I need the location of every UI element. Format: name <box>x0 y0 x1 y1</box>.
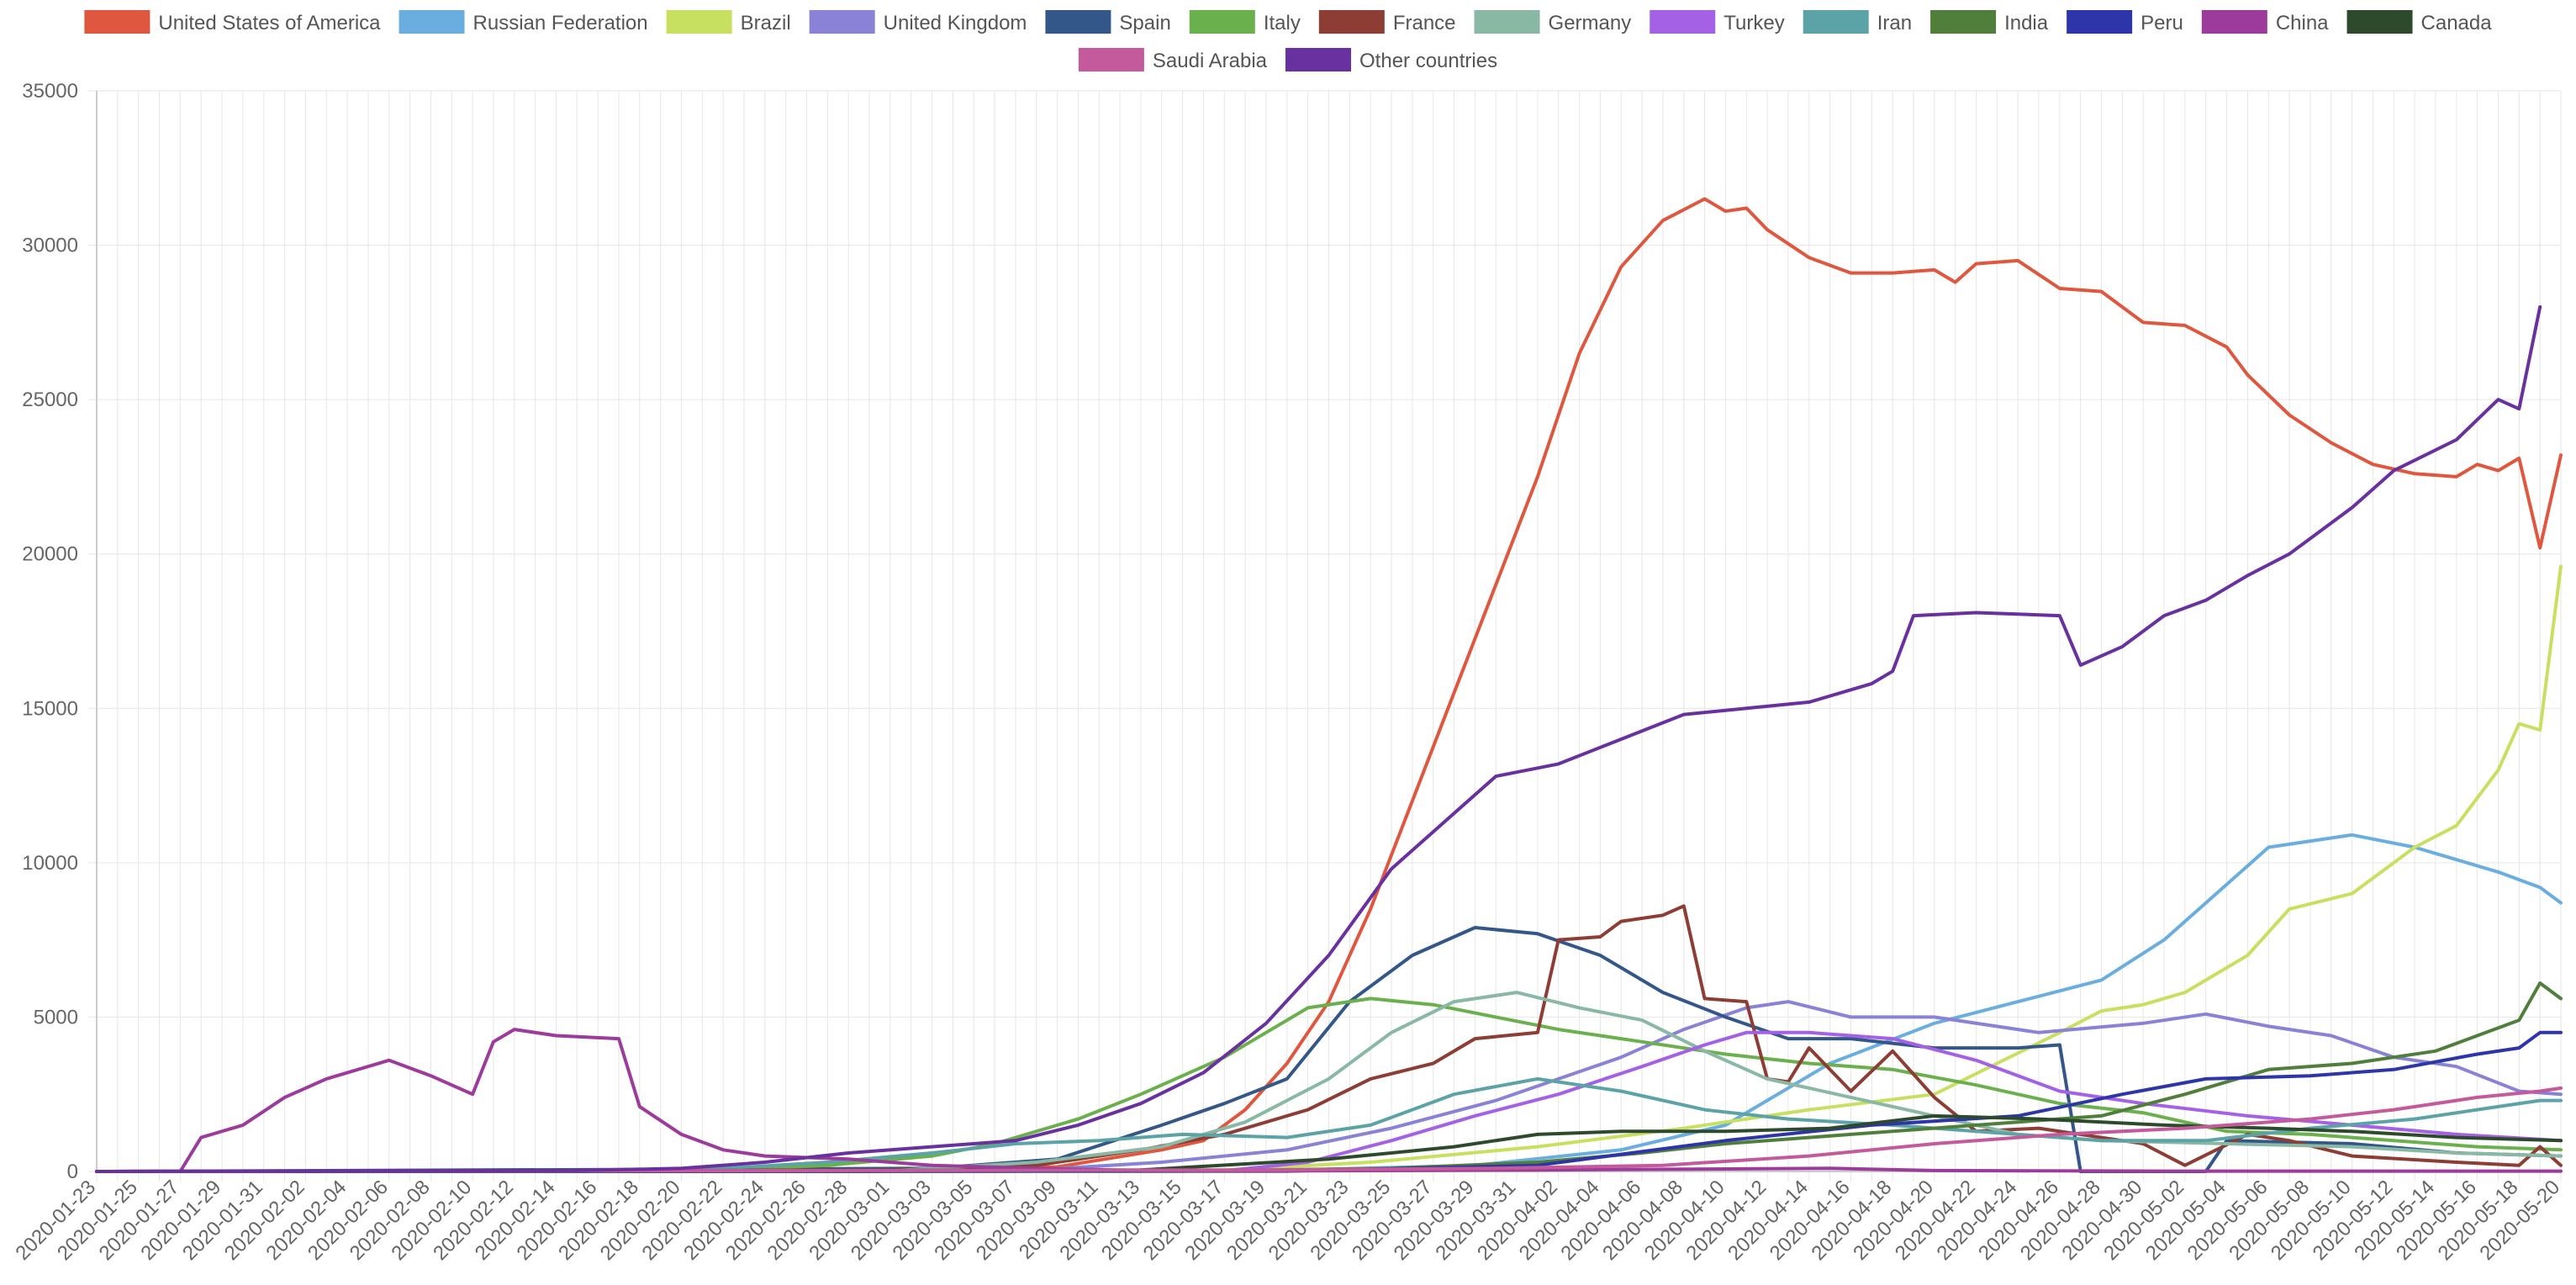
legend-swatch <box>1930 10 1997 34</box>
series-line-turkey <box>95 1030 2563 1173</box>
legend-swatch <box>1318 10 1385 34</box>
legend-item-turkey[interactable]: Turkey <box>1650 10 1785 34</box>
series-line-saudi-arabia <box>95 1086 2563 1173</box>
legend-item-brazil[interactable]: Brazil <box>666 10 791 34</box>
legend-item-china[interactable]: China <box>2201 10 2329 34</box>
legend-swatch <box>1078 48 1144 71</box>
legend-label: United Kingdom <box>884 12 1027 34</box>
legend-swatch <box>666 10 732 34</box>
legend-label: United States of America <box>158 12 381 34</box>
legend-label: Italy <box>1264 12 1301 34</box>
series-line-india <box>95 981 2563 1173</box>
legend-swatch <box>1045 10 1111 34</box>
series-line-brazil <box>95 564 2563 1173</box>
legend-label: India <box>2004 12 2049 34</box>
y-tick-label: 0 <box>67 1161 78 1183</box>
legend-label: China <box>2276 12 2329 34</box>
legend-swatch <box>1285 48 1352 71</box>
y-tick-label: 30000 <box>22 235 78 257</box>
legend-label: Spain <box>1119 12 1170 34</box>
series-line-united-states-of-america <box>95 197 2563 1173</box>
legend-swatch <box>2346 10 2413 34</box>
legend-item-spain[interactable]: Spain <box>1045 10 1171 34</box>
legend-label: Turkey <box>1723 12 1784 34</box>
series-line-canada <box>95 1113 2563 1173</box>
legend-item-france[interactable]: France <box>1318 10 1456 34</box>
legend-item-other-countries[interactable]: Other countries <box>1285 48 1497 72</box>
series-line-france <box>95 904 2563 1173</box>
legend-item-canada[interactable]: Canada <box>2346 10 2493 34</box>
legend-swatch <box>1189 10 1255 34</box>
chart-legend: United States of America Russian Federati… <box>84 10 2492 72</box>
legend-label: Canada <box>2421 12 2493 34</box>
legend-swatch <box>399 10 465 34</box>
legend-label: France <box>1393 12 1456 34</box>
legend-label: Iran <box>1877 12 1912 34</box>
y-tick-label: 35000 <box>22 80 78 103</box>
legend-swatch <box>809 10 875 34</box>
legend-label: Saudi Arabia <box>1153 50 1268 72</box>
legend-swatch <box>84 10 150 34</box>
y-tick-label: 20000 <box>22 543 78 566</box>
legend-item-italy[interactable]: Italy <box>1189 10 1301 34</box>
legend-label: Brazil <box>741 12 791 34</box>
legend-item-iran[interactable]: Iran <box>1803 10 1912 34</box>
legend-item-saudi-arabia[interactable]: Saudi Arabia <box>1078 48 1268 72</box>
y-tick-label: 25000 <box>22 389 78 411</box>
legend-swatch <box>2201 10 2267 34</box>
legend-label: Other countries <box>1359 50 1497 72</box>
y-axis-ticks: 0 5000 10000 15000 20000 25000 30000 35000 <box>22 80 78 1183</box>
legend-swatch <box>1803 10 1869 34</box>
legend-swatch <box>1474 10 1540 34</box>
legend-item-peru[interactable]: Peru <box>2067 10 2183 34</box>
legend-item-united-states-of-america[interactable]: United States of America <box>84 10 381 34</box>
series-lines <box>95 197 2563 1173</box>
legend-label: Peru <box>2141 12 2183 34</box>
x-axis-ticks: 2020-01-232020-01-252020-01-272020-01-29… <box>11 1176 2564 1265</box>
series-line-united-kingdom <box>95 1000 2563 1173</box>
legend-item-germany[interactable]: Germany <box>1474 10 1632 34</box>
legend-label: Russian Federation <box>473 12 648 34</box>
series-line-germany <box>95 991 2563 1173</box>
series-line-russian-federation <box>95 833 2563 1173</box>
legend-item-united-kingdom[interactable]: United Kingdom <box>809 10 1027 34</box>
y-tick-label: 10000 <box>22 852 78 875</box>
y-tick-label: 5000 <box>34 1006 78 1029</box>
series-line-peru <box>95 1030 2563 1173</box>
series-line-spain <box>95 926 2563 1173</box>
series-line-iran <box>95 1076 2563 1173</box>
legend-item-india[interactable]: India <box>1930 10 2049 34</box>
legend-swatch <box>2067 10 2133 34</box>
legend-label: Germany <box>1549 12 1632 34</box>
series-line-other-countries <box>95 305 2542 1173</box>
legend-swatch <box>1650 10 1716 34</box>
y-tick-label: 15000 <box>22 697 78 720</box>
legend-item-russian-federation[interactable]: Russian Federation <box>399 10 648 34</box>
